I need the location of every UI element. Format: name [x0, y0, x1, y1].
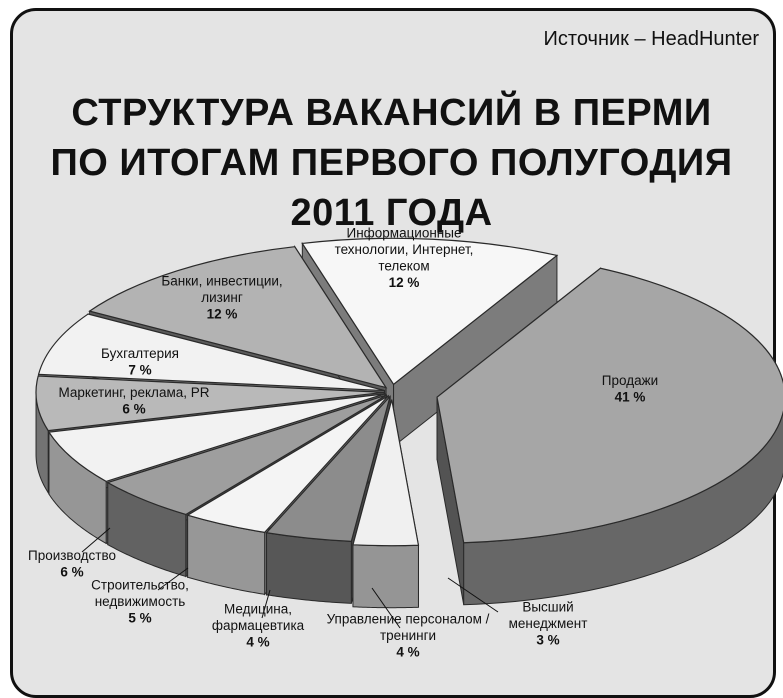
pie-slice-0	[436, 267, 783, 606]
slice-value-8: 12 %	[207, 307, 238, 322]
slice-top-8	[88, 246, 388, 389]
slice-value-6: 6 %	[122, 401, 145, 416]
slice-top-6	[35, 375, 385, 432]
slice-value-2: 4 %	[396, 645, 419, 660]
pie-slice-1	[352, 399, 420, 609]
slice-label-9-line-2: телеком	[378, 258, 429, 273]
slice-label-6-line-0: Маркетинг, реклама, PR	[59, 385, 210, 400]
slice-value-5: 6 %	[60, 564, 83, 579]
slice-label-1-line-1: менеджмент	[509, 616, 588, 631]
slice-label-3-line-0: Медицина,	[224, 602, 292, 617]
slice-label-4-line-0: Строительство,	[91, 578, 189, 593]
slice-label-4-line-1: недвижимость	[95, 594, 186, 609]
leader-line-2	[371, 587, 401, 629]
slice-top-3	[186, 395, 389, 534]
slice-top-0	[436, 267, 783, 544]
slice-top-1	[352, 399, 420, 547]
slice-label-9-line-0: Информационные	[347, 225, 462, 240]
source-note: Источник – HeadHunter	[543, 28, 759, 50]
slice-value-9: 12 %	[389, 275, 420, 290]
slice-value-1: 3 %	[536, 633, 559, 648]
slice-top-7	[37, 313, 385, 392]
chart-title: СТРУКТУРА ВАКАНСИЙ В ПЕРМИ ПО ИТОГАМ ПЕР…	[0, 88, 783, 238]
slice-label-2-line-1: тренинги	[380, 628, 436, 643]
slice-label-1-line-0: Высший	[522, 600, 573, 615]
slice-top-9	[301, 237, 559, 386]
slice-top-2	[265, 395, 391, 542]
slice-label-9-line-1: технологии, Интернет,	[335, 242, 474, 257]
leader-line-3	[261, 589, 271, 619]
slice-value-0: 41 %	[615, 389, 646, 404]
title-line-2: ПО ИТОГАМ ПЕРВОГО ПОЛУГОДИЯ	[50, 142, 733, 184]
leader-line-1	[447, 577, 499, 613]
slice-label-8-line-0: Банки, инвестиции,	[161, 274, 282, 289]
leader-line-5	[81, 527, 111, 553]
title-line-3: 2011 ГОДА	[290, 192, 493, 234]
slice-label-3-line-1: фармацевтика	[212, 618, 305, 633]
slice-top-4	[106, 394, 387, 516]
slice-label-8-line-1: лизинг	[201, 290, 243, 305]
slice-value-4: 5 %	[128, 611, 151, 626]
slice-top-5	[47, 393, 385, 483]
slice-label-7-line-0: Бухгалтерия	[101, 346, 179, 361]
slice-value-3: 4 %	[246, 635, 269, 650]
slice-label-2-line-0: Управление персоналом /	[327, 612, 490, 627]
title-line-1: СТРУКТУРА ВАКАНСИЙ В ПЕРМИ	[71, 92, 712, 134]
slice-label-5-line-0: Производство	[28, 548, 116, 563]
slice-side-1	[352, 544, 419, 609]
slice-value-7: 7 %	[128, 362, 151, 377]
slice-side-2	[266, 532, 352, 604]
leader-line-4	[157, 567, 189, 591]
slice-label-0-line-0: Продажи	[602, 373, 658, 388]
